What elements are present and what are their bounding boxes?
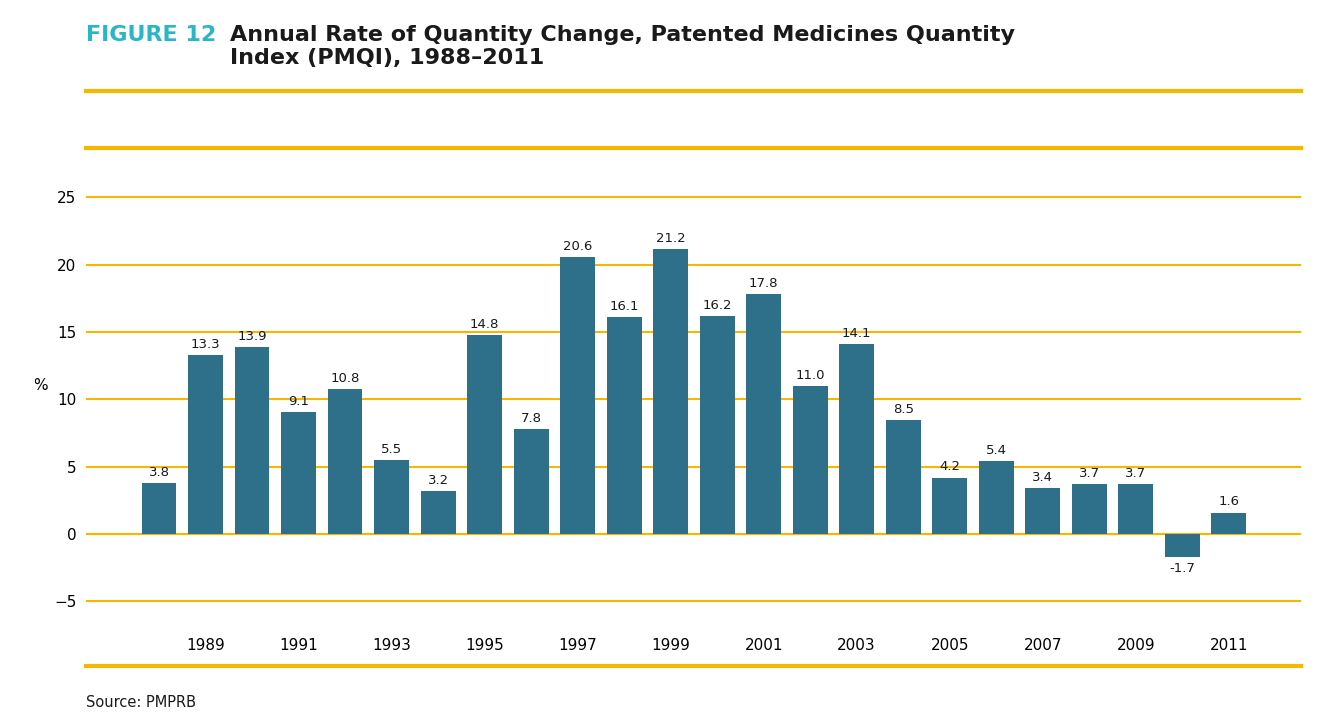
Text: Annual Rate of Quantity Change, Patented Medicines Quantity
Index (PMQI), 1988–2: Annual Rate of Quantity Change, Patented… — [230, 25, 1015, 69]
Bar — [700, 316, 734, 534]
Bar — [607, 317, 641, 534]
Y-axis label: %: % — [33, 378, 48, 393]
Bar — [1118, 484, 1153, 534]
Bar — [793, 386, 827, 534]
Text: 16.2: 16.2 — [703, 299, 732, 312]
Bar — [979, 461, 1013, 534]
Bar — [282, 411, 316, 534]
Bar — [467, 335, 502, 534]
Bar — [328, 388, 363, 534]
Text: 14.1: 14.1 — [842, 327, 871, 340]
Text: 14.8: 14.8 — [470, 318, 499, 331]
Text: 16.1: 16.1 — [610, 301, 639, 313]
Text: 17.8: 17.8 — [749, 277, 778, 291]
Bar — [1165, 534, 1199, 557]
Text: 5.5: 5.5 — [381, 443, 402, 456]
Text: 8.5: 8.5 — [892, 403, 914, 416]
Text: 3.8: 3.8 — [149, 466, 170, 479]
Text: 10.8: 10.8 — [331, 371, 360, 385]
Text: Source: PMPRB: Source: PMPRB — [86, 695, 197, 710]
Text: 21.2: 21.2 — [656, 231, 685, 245]
Bar — [374, 460, 409, 534]
Text: 11.0: 11.0 — [795, 369, 825, 382]
Text: 7.8: 7.8 — [521, 412, 542, 425]
Bar — [746, 294, 781, 534]
Bar — [189, 355, 223, 534]
Text: 1.6: 1.6 — [1218, 496, 1239, 508]
Text: 3.4: 3.4 — [1032, 471, 1053, 484]
Bar — [839, 344, 874, 534]
Bar — [235, 347, 270, 534]
Text: 4.2: 4.2 — [939, 461, 960, 473]
Bar — [560, 257, 595, 534]
Bar — [653, 248, 688, 534]
Text: FIGURE 12: FIGURE 12 — [86, 25, 216, 45]
Text: -1.7: -1.7 — [1170, 563, 1195, 575]
Bar — [514, 429, 548, 534]
Text: 13.3: 13.3 — [191, 338, 220, 351]
Text: 3.2: 3.2 — [428, 474, 449, 487]
Text: 3.7: 3.7 — [1078, 467, 1100, 481]
Bar — [142, 483, 177, 534]
Bar — [1072, 484, 1106, 534]
Bar — [1211, 513, 1246, 534]
Text: 3.7: 3.7 — [1125, 467, 1146, 481]
Bar — [886, 420, 920, 534]
Bar — [932, 478, 967, 534]
Text: 5.4: 5.4 — [985, 444, 1007, 458]
Text: 9.1: 9.1 — [288, 395, 309, 408]
Text: 20.6: 20.6 — [563, 240, 592, 253]
Text: 13.9: 13.9 — [238, 330, 267, 343]
Bar — [421, 491, 456, 534]
Bar — [1025, 488, 1060, 534]
